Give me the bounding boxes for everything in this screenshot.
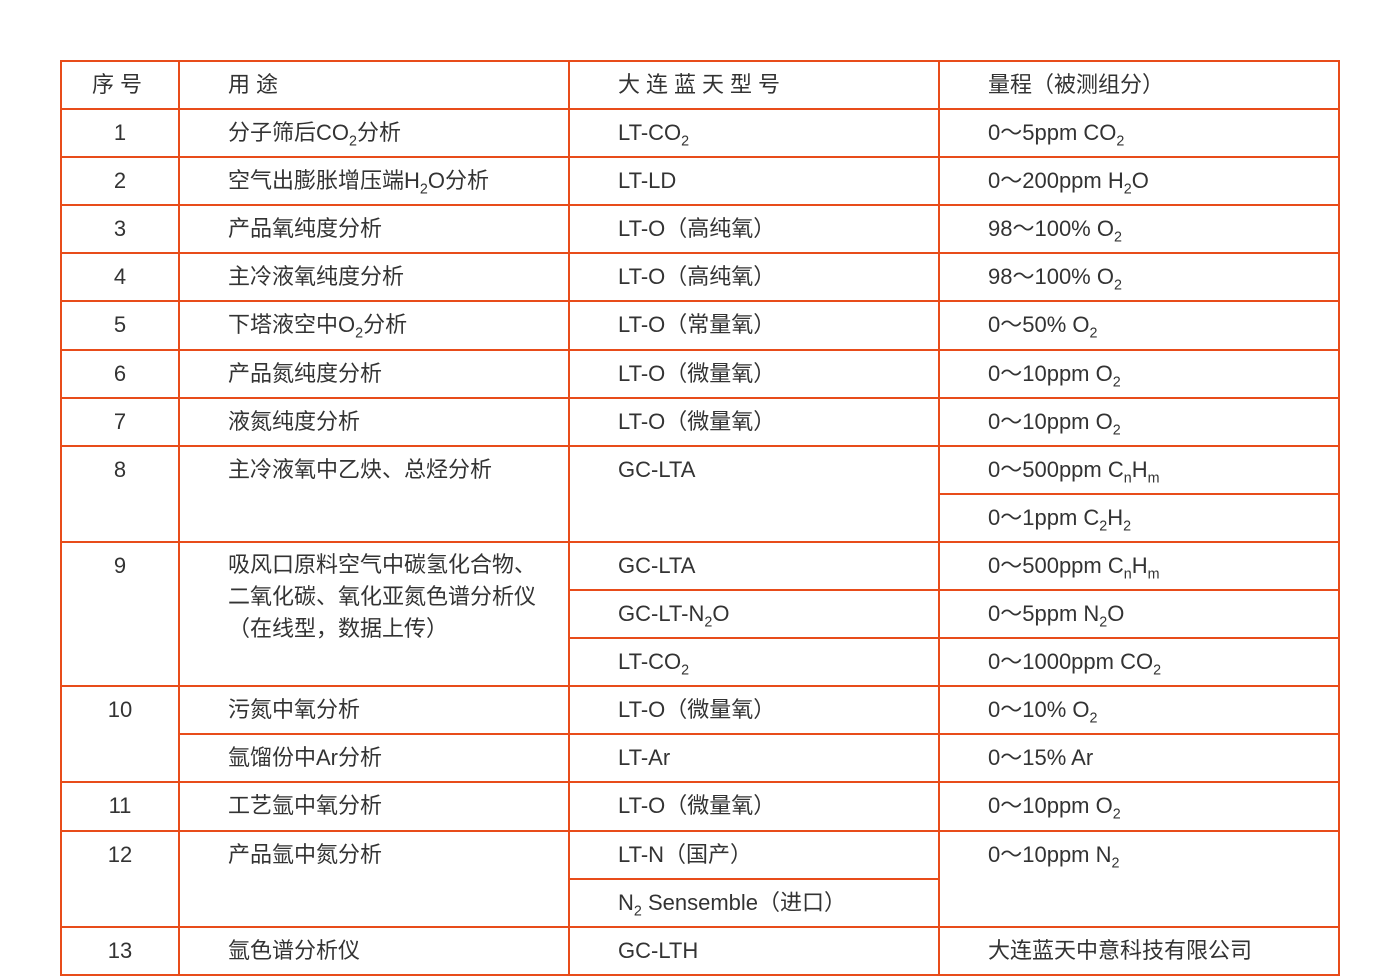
table-row: 12 产品氩中氮分析 LT-N（国产） 0～10ppm N2 (61, 831, 1339, 879)
cell-model: LT-O（高纯氧） (569, 253, 939, 301)
cell-range: 0～10ppm O2 (939, 398, 1339, 446)
cell-seq: 7 (61, 398, 179, 446)
cell-seq: 3 (61, 205, 179, 253)
cell-seq: 10 (61, 686, 179, 782)
cell-seq: 2 (61, 157, 179, 205)
cell-range: 0～1000ppm CO2 (939, 638, 1339, 686)
cell-use: 氩色谱分析仪 (179, 927, 569, 975)
cell-model: GC-LT-N2O (569, 590, 939, 638)
cell-model: LT-O（微量氧） (569, 782, 939, 830)
use-line: （在线型，数据上传） (228, 616, 448, 641)
cell-range: 98～100% O2 (939, 253, 1339, 301)
cell-use: 吸风口原料空气中碳氢化合物、 二氧化碳、氧化亚氮色谱分析仪 （在线型，数据上传） (179, 542, 569, 686)
cell-use: 氩馏份中Ar分析 (179, 734, 569, 782)
cell-seq: 11 (61, 782, 179, 830)
cell-seq: 6 (61, 350, 179, 398)
cell-model: GC-LTA (569, 446, 939, 542)
cell-range: 0～500ppm CnHm (939, 542, 1339, 590)
use-line: 吸风口原料空气中碳氢化合物、 (228, 552, 536, 577)
cell-use: 主冷液氧中乙炔、总烃分析 (179, 446, 569, 542)
cell-seq: 13 (61, 927, 179, 975)
cell-use: 工艺氩中氧分析 (179, 782, 569, 830)
cell-model: LT-O（微量氧） (569, 398, 939, 446)
table-row: 1 分子筛后CO2分析 LT-CO2 0～5ppm CO2 (61, 109, 1339, 157)
cell-range: 0～200ppm H2O (939, 157, 1339, 205)
cell-range: 98～100% O2 (939, 205, 1339, 253)
table-row: 3 产品氧纯度分析 LT-O（高纯氧） 98～100% O2 (61, 205, 1339, 253)
cell-seq: 9 (61, 542, 179, 686)
table-row: 10 污氮中氧分析 LT-O（微量氧） 0～10% O2 (61, 686, 1339, 734)
cell-range: 0～10% O2 (939, 686, 1339, 734)
cell-range: 0～500ppm CnHm (939, 446, 1339, 494)
table-header-row: 序号 用途 大连蓝天型号 量程（被测组分） (61, 61, 1339, 109)
cell-model: N2 Sensemble（进口） (569, 879, 939, 927)
cell-seq: 8 (61, 446, 179, 542)
cell-model: LT-LD (569, 157, 939, 205)
table-row: 7 液氮纯度分析 LT-O（微量氧） 0～10ppm O2 (61, 398, 1339, 446)
cell-use: 产品氩中氮分析 (179, 831, 569, 927)
table-row: 9 吸风口原料空气中碳氢化合物、 二氧化碳、氧化亚氮色谱分析仪 （在线型，数据上… (61, 542, 1339, 590)
cell-range: 大连蓝天中意科技有限公司 (939, 927, 1339, 975)
table-row: 5 下塔液空中O2分析 LT-O（常量氧） 0～50% O2 (61, 301, 1339, 349)
cell-use: 产品氧纯度分析 (179, 205, 569, 253)
col-header-seq: 序号 (61, 61, 179, 109)
cell-model: LT-Ar (569, 734, 939, 782)
table-row: 6 产品氮纯度分析 LT-O（微量氧） 0～10ppm O2 (61, 350, 1339, 398)
cell-range: 0～15% Ar (939, 734, 1339, 782)
cell-model: LT-CO2 (569, 638, 939, 686)
cell-use: 产品氮纯度分析 (179, 350, 569, 398)
cell-model: LT-O（常量氧） (569, 301, 939, 349)
col-header-use: 用途 (179, 61, 569, 109)
cell-range: 0～10ppm O2 (939, 782, 1339, 830)
table-row: 8 主冷液氧中乙炔、总烃分析 GC-LTA 0～500ppm CnHm (61, 446, 1339, 494)
cell-range: 0～10ppm O2 (939, 350, 1339, 398)
cell-use: 污氮中氧分析 (179, 686, 569, 734)
cell-range: 0～5ppm N2O (939, 590, 1339, 638)
cell-use: 空气出膨胀增压端H2O分析 (179, 157, 569, 205)
cell-use: 主冷液氧纯度分析 (179, 253, 569, 301)
table-row: 氩馏份中Ar分析 LT-Ar 0～15% Ar (61, 734, 1339, 782)
col-header-model: 大连蓝天型号 (569, 61, 939, 109)
cell-model: GC-LTA (569, 542, 939, 590)
use-line: 二氧化碳、氧化亚氮色谱分析仪 (228, 584, 536, 609)
cell-model: GC-LTH (569, 927, 939, 975)
col-header-range: 量程（被测组分） (939, 61, 1339, 109)
cell-model: LT-N（国产） (569, 831, 939, 879)
cell-use: 液氮纯度分析 (179, 398, 569, 446)
table-row: 13 氩色谱分析仪 GC-LTH 大连蓝天中意科技有限公司 (61, 927, 1339, 975)
cell-range: 0～10ppm N2 (939, 831, 1339, 927)
cell-model: LT-O（微量氧） (569, 686, 939, 734)
cell-range: 0～5ppm CO2 (939, 109, 1339, 157)
table-row: 4 主冷液氧纯度分析 LT-O（高纯氧） 98～100% O2 (61, 253, 1339, 301)
cell-range: 0～50% O2 (939, 301, 1339, 349)
cell-model: LT-O（微量氧） (569, 350, 939, 398)
table-row: 2 空气出膨胀增压端H2O分析 LT-LD 0～200ppm H2O (61, 157, 1339, 205)
cell-model: LT-CO2 (569, 109, 939, 157)
analyzer-table: 序号 用途 大连蓝天型号 量程（被测组分） 1 分子筛后CO2分析 LT-CO2… (60, 60, 1340, 976)
cell-range: 0～1ppm C2H2 (939, 494, 1339, 542)
cell-use: 下塔液空中O2分析 (179, 301, 569, 349)
cell-use: 分子筛后CO2分析 (179, 109, 569, 157)
cell-model: LT-O（高纯氧） (569, 205, 939, 253)
cell-seq: 4 (61, 253, 179, 301)
table-row: 11 工艺氩中氧分析 LT-O（微量氧） 0～10ppm O2 (61, 782, 1339, 830)
cell-seq: 12 (61, 831, 179, 927)
cell-seq: 5 (61, 301, 179, 349)
cell-seq: 1 (61, 109, 179, 157)
